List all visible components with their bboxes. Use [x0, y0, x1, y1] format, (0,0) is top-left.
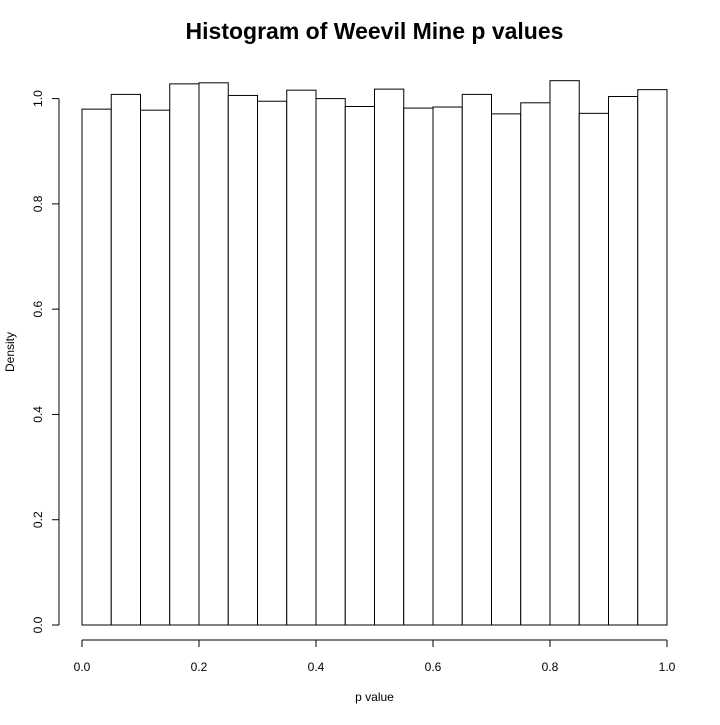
histogram-bar [227, 94, 258, 626]
histogram-bar [140, 109, 171, 626]
x-tick-label: 0.2 [191, 660, 208, 674]
histogram-bar [315, 98, 346, 626]
y-tick-label: 0.2 [31, 511, 45, 528]
histogram-bar [549, 80, 580, 626]
histogram-bar [169, 83, 200, 626]
y-tick-label: 1.0 [31, 90, 45, 107]
histogram-bar [491, 113, 522, 626]
x-axis: 0.0 0.2 0.4 0.6 0.8 1.0 [74, 639, 676, 674]
x-axis-label: p value [355, 690, 394, 704]
histogram-bar [432, 106, 463, 626]
x-tick-label: 1.0 [659, 660, 676, 674]
x-tick-label: 0.8 [542, 660, 559, 674]
histogram-bar [344, 106, 375, 626]
histogram-bar [374, 88, 405, 626]
histogram-bar [110, 93, 141, 626]
histogram-bar [520, 102, 551, 626]
y-tick-label: 0.8 [31, 195, 45, 212]
y-tick-label: 0.4 [31, 406, 45, 423]
x-tick-label: 0.4 [308, 660, 325, 674]
y-axis: 0.0 0.2 0.4 0.6 0.8 1.0 [31, 90, 60, 633]
y-tick-label: 0.6 [31, 300, 45, 317]
y-tick-label: 0.0 [31, 616, 45, 633]
x-tick-label: 0.6 [425, 660, 442, 674]
histogram-bar [637, 89, 668, 626]
histogram-bar [81, 108, 112, 626]
y-axis-label: Density [3, 332, 17, 372]
histogram-bar [461, 93, 492, 626]
chart-title: Histogram of Weevil Mine p values [186, 18, 564, 44]
histogram-bar [403, 107, 434, 626]
histogram-bars [81, 80, 668, 626]
histogram-bar [608, 95, 639, 626]
histogram-bar [198, 82, 229, 626]
histogram-bar [578, 112, 609, 626]
histogram-bar [286, 89, 317, 626]
histogram-bar [257, 100, 288, 626]
x-tick-label: 0.0 [74, 660, 91, 674]
